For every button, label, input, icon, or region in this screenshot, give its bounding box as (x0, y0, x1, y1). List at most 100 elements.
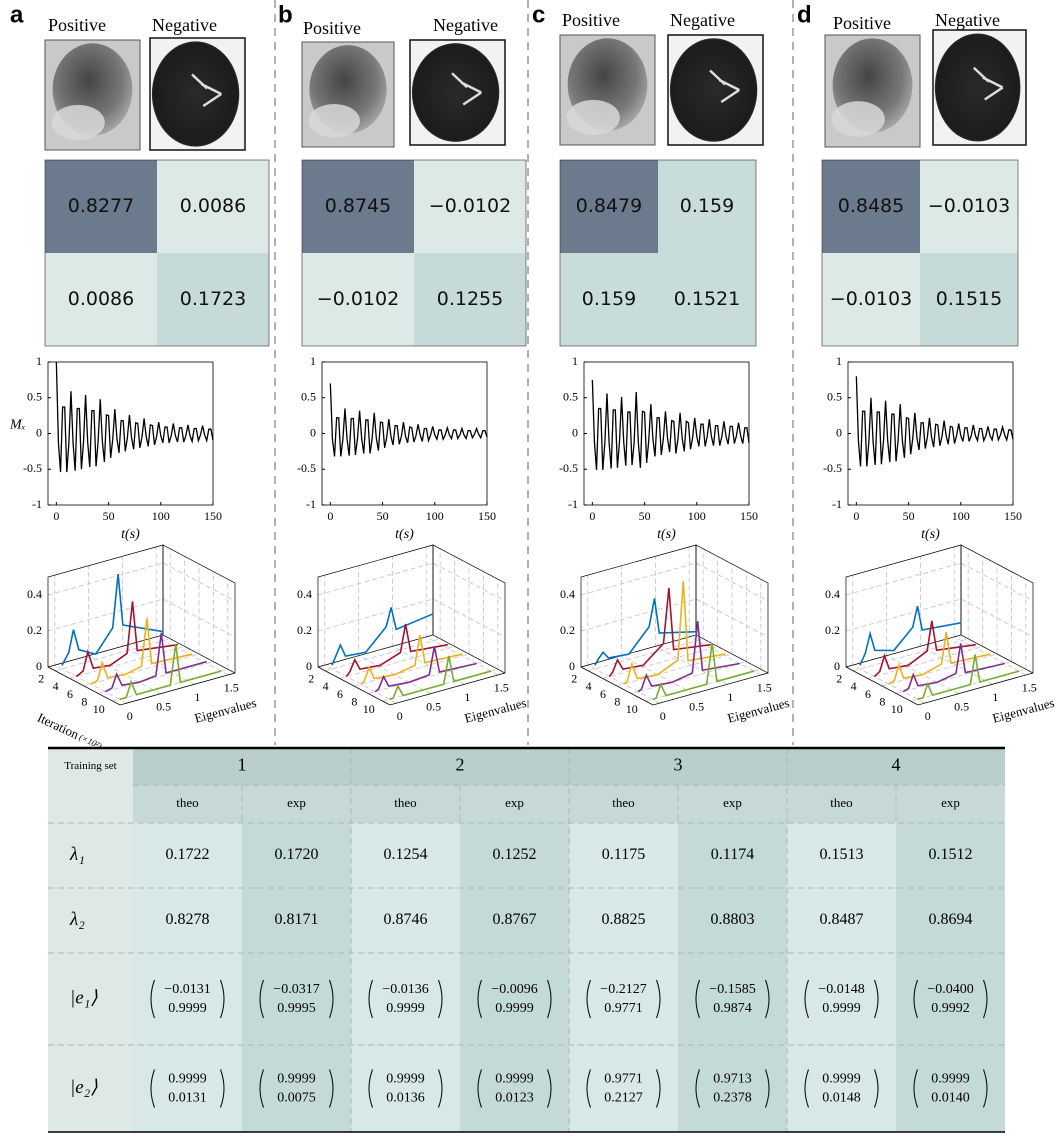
figure: aPositiveNegative0.82770.00860.00860.172… (0, 0, 1056, 1142)
signal-line (330, 383, 487, 456)
table-value: 0.1175 (602, 846, 645, 863)
x-axis-label: t(s) (921, 527, 940, 542)
y-tick-label: 0 (572, 425, 578, 439)
grid-line (122, 556, 194, 684)
matrix-value: 0.1723 (180, 288, 246, 310)
image-caption: Negative (433, 15, 498, 35)
sub-header: exp (941, 795, 960, 810)
vector-entry: 0.9999 (277, 1072, 316, 1087)
matrix-value: 0.8479 (576, 195, 642, 217)
vector-entry: 0.2127 (604, 1091, 643, 1106)
image-caption: Negative (670, 10, 735, 30)
matrix-value: −0.0103 (830, 288, 912, 310)
y-tick-label: -0.5 (823, 461, 842, 475)
y-tick-label: 1 (836, 354, 842, 368)
vector-entry: 0.9999 (931, 1072, 970, 1087)
signal-line (56, 362, 213, 472)
panel-letter: c (532, 1, 545, 28)
x-tick-label: 1.5 (1022, 681, 1037, 695)
y-tick-label: 10 (626, 702, 638, 716)
y-tick-label: 1 (310, 354, 316, 368)
y-tick-label: 2 (571, 672, 577, 686)
spectrum-line (346, 624, 447, 676)
vector-entry: 0.2378 (713, 1091, 752, 1106)
x-axis-label: Eigenvalues (193, 695, 258, 726)
x-tick-label: 1 (194, 690, 200, 704)
vector-entry: −0.0131 (164, 982, 210, 997)
table-value: 0.8171 (275, 911, 319, 928)
vector-entry: 0.0075 (277, 1091, 316, 1106)
y-axis-label: Mₓ (9, 418, 26, 433)
y-tick-label: -1 (306, 497, 316, 511)
lesion (308, 104, 360, 138)
grid-line (581, 563, 768, 601)
table-value: 0.1722 (166, 846, 210, 863)
x-axis-label: t(s) (395, 527, 414, 542)
x-tick-label: 1.5 (494, 681, 509, 695)
x-tick-label: 50 (377, 509, 389, 523)
grid-line (318, 563, 505, 601)
x-tick-label: 1 (464, 690, 470, 704)
y-tick-label: 4 (53, 679, 59, 693)
vector-entry: 0.9771 (604, 1072, 643, 1087)
vector-entry: 0.9999 (386, 1001, 425, 1016)
y-tick-label: 8 (351, 694, 357, 708)
table-corner: Training set (64, 760, 116, 772)
y-tick-label: 8 (81, 694, 87, 708)
grid-line (581, 599, 768, 637)
spectrum-line (918, 655, 1019, 700)
y-tick-label: 4 (323, 679, 329, 693)
matrix-value: −0.0102 (429, 195, 511, 217)
matrix-value: 0.8745 (325, 195, 391, 217)
spectrum-line (62, 574, 163, 665)
vector-entry: 0.9999 (495, 1001, 534, 1016)
vector-entry: −0.2127 (600, 982, 646, 997)
z-tick-label: 0.2 (560, 623, 575, 637)
x-axis-label: t(s) (121, 527, 140, 542)
y-tick-label: -1 (568, 497, 578, 511)
y-tick-label: 0 (310, 425, 316, 439)
back-wall (318, 545, 433, 667)
table-value: 0.8767 (493, 911, 537, 928)
sub-header: theo (830, 795, 852, 810)
y-tick-label: 4 (851, 679, 857, 693)
x-tick-label: 0 (660, 709, 666, 723)
sub-header: theo (612, 795, 634, 810)
x-axis-label: t(s) (657, 527, 676, 542)
grid-line (318, 599, 505, 637)
sub-header: theo (176, 795, 198, 810)
y-tick-label: 8 (614, 694, 620, 708)
y-tick-label: -1 (832, 497, 842, 511)
x-tick-label: 50 (639, 509, 651, 523)
signal-line (592, 380, 749, 470)
x-tick-label: 0.5 (156, 699, 171, 713)
x-tick-label: 0 (925, 709, 931, 723)
grid-line (920, 556, 992, 684)
y-tick-label: 6 (67, 687, 73, 701)
z-tick-label: 0.2 (297, 623, 312, 637)
sub-header: theo (394, 795, 416, 810)
x-tick-label: 0.5 (954, 699, 969, 713)
x-tick-label: 0 (853, 509, 859, 523)
x-tick-label: 0 (127, 709, 133, 723)
grid-line (48, 563, 235, 601)
x-tick-label: 0 (397, 709, 403, 723)
vector-entry: 0.9999 (822, 1072, 861, 1087)
y-tick-label: 2 (836, 672, 842, 686)
signal-line (856, 376, 1013, 466)
y-tick-label: 10 (93, 702, 105, 716)
y-tick-label: 0.5 (827, 390, 842, 404)
z-tick-label: 0.4 (560, 587, 575, 601)
image-caption: Negative (152, 15, 217, 35)
y-tick-label: 2 (308, 672, 314, 686)
table-value: 0.1254 (384, 846, 428, 863)
y-tick-label: -0.5 (23, 461, 42, 475)
y-tick-label: 0.5 (301, 390, 316, 404)
table-value: 0.1513 (820, 846, 864, 863)
group-header: 3 (674, 755, 683, 775)
y-tick-label: 6 (600, 687, 606, 701)
vector-entry: 0.0140 (931, 1091, 970, 1106)
y-axis-label: Iteration(×10²) (35, 710, 105, 753)
row-label: |e₁⟩ (70, 987, 98, 1008)
vector-entry: −0.0400 (927, 982, 973, 997)
